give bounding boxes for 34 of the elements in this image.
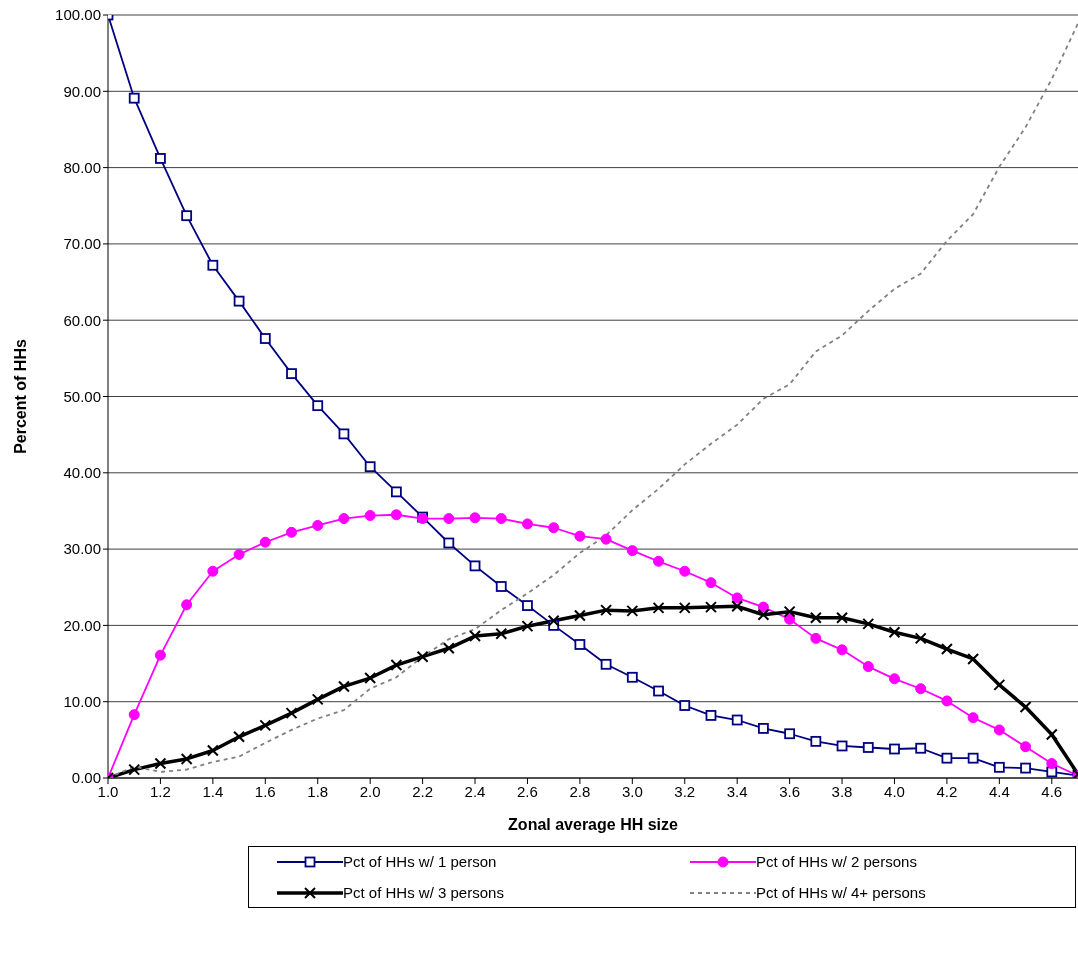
y-tick-label: 30.00 xyxy=(63,540,101,558)
x-tick-label: 4.6 xyxy=(1041,782,1063,800)
y-tick-label: 10.00 xyxy=(63,693,101,711)
x-tick-label: 3.6 xyxy=(779,782,801,800)
x-tick-label: 2.2 xyxy=(412,782,434,800)
y-tick-label: 90.00 xyxy=(63,82,101,100)
y-tick-label: 20.00 xyxy=(63,616,101,634)
legend-label: Pct of HHs w/ 3 persons xyxy=(343,884,504,901)
y-tick-label: 40.00 xyxy=(63,464,101,482)
x-tick-label: 2.4 xyxy=(464,782,486,800)
x-tick-label: 1.6 xyxy=(254,782,276,800)
x-tick-label: 2.6 xyxy=(517,782,538,800)
x-tick-label: 2.0 xyxy=(359,782,381,800)
x-tick-label: 4.4 xyxy=(988,782,1010,800)
x-tick-label: 1.4 xyxy=(202,782,224,800)
y-tick-label: 70.00 xyxy=(63,235,101,253)
x-tick-label: 1.8 xyxy=(307,782,329,800)
y-tick-label: 50.00 xyxy=(63,387,101,405)
x-tick-label: 2.8 xyxy=(569,782,591,800)
legend-label: Pct of HHs w/ 4+ persons xyxy=(756,884,926,901)
legend-label: Pct of HHs w/ 2 persons xyxy=(756,853,917,870)
x-tick-label: 3.8 xyxy=(831,782,853,800)
x-tick-label: 3.4 xyxy=(726,782,748,800)
x-tick-label: 3.0 xyxy=(621,782,643,800)
y-tick-label: 100.00 xyxy=(55,6,101,24)
x-tick-label: 3.2 xyxy=(674,782,696,800)
legend-label: Pct of HHs w/ 1 person xyxy=(343,853,497,870)
y-tick-label: 60.00 xyxy=(63,311,101,329)
y-tick-label: 80.00 xyxy=(63,158,101,176)
x-tick-label: 1.2 xyxy=(150,782,171,800)
x-axis-title: Zonal average HH size xyxy=(508,816,679,833)
x-tick-label: 4.2 xyxy=(936,782,958,800)
x-tick-label: 4.0 xyxy=(884,782,905,800)
y-axis-title: Percent of HHs xyxy=(11,339,29,454)
